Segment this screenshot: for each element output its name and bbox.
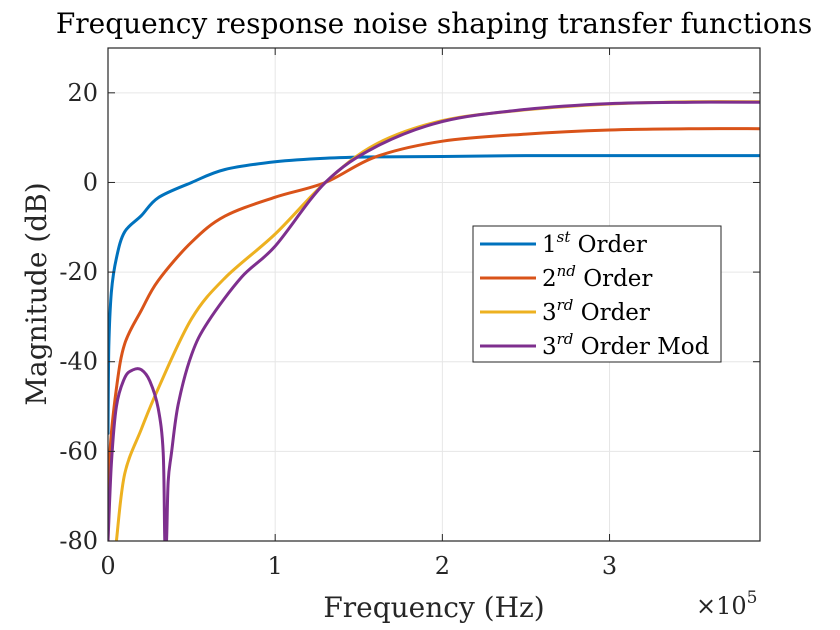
ticks: 0 1 2 3 -80 -60 -40 -20 0 20: [59, 48, 760, 580]
y-tick-label: -20: [59, 258, 98, 286]
y-tick-label: -40: [59, 348, 98, 376]
x-axis-label: Frequency (Hz): [323, 591, 544, 624]
x-axis-multiplier-exponent: 5: [747, 588, 758, 608]
x-tick-label: 0: [100, 552, 115, 580]
y-tick-label: 20: [67, 79, 98, 107]
plot-area: [108, 100, 760, 541]
axes-box: [107, 47, 761, 542]
legend-label-4: 3rd Order Mod: [542, 330, 710, 360]
y-axis-label: Magnitude (dB): [20, 182, 53, 405]
legend-label-1: 1st Order: [542, 228, 647, 258]
legend-box: [472, 225, 722, 363]
x-tick-label: 1: [268, 552, 283, 580]
x-tick-label: 3: [602, 552, 617, 580]
series-line-2: [108, 127, 760, 541]
series-line-4: [108, 100, 760, 541]
legend: 1st Order 2nd Order 3rd Order 3rd Order Mod: [472, 225, 722, 363]
legend-label-3: 3rd Order: [542, 296, 650, 326]
y-tick-label: -80: [59, 527, 98, 555]
x-axis-multiplier: ×105: [696, 588, 757, 620]
y-tick-label: -60: [59, 437, 98, 465]
series-lines: [108, 100, 760, 541]
chart-title: Frequency response noise shaping transfe…: [56, 7, 812, 40]
y-tick-label: 0: [83, 168, 98, 196]
x-tick-label: 2: [435, 552, 450, 580]
x-axis-multiplier-base: ×10: [696, 592, 747, 620]
legend-label-2: 2nd Order: [542, 262, 652, 292]
series-line-1: [108, 154, 760, 435]
